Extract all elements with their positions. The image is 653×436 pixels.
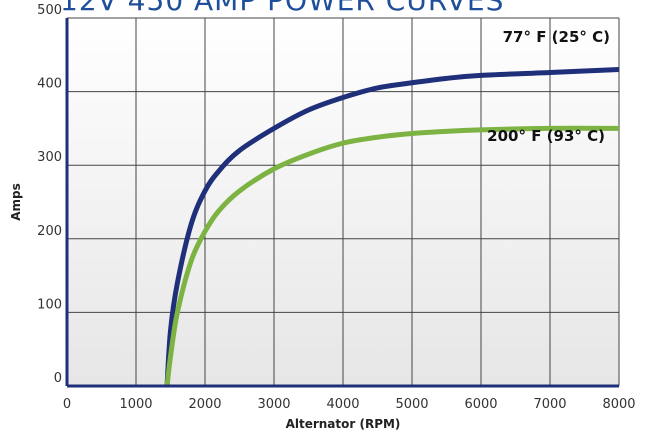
- x-tick-label: 1000: [119, 397, 152, 412]
- series-label-1: 200° F (93° C): [487, 127, 605, 145]
- series-line-1: [164, 125, 619, 386]
- y-axis-title: Amps: [9, 183, 23, 221]
- series-line-0: [164, 67, 619, 386]
- x-tick-label: 0: [63, 397, 71, 412]
- y-tick-label: 500: [37, 3, 62, 18]
- y-tick-label: 300: [37, 150, 62, 165]
- y-tick-label: 200: [37, 224, 62, 239]
- chart-title: 12V 450 AMP POWER CURVES: [60, 0, 504, 17]
- series-label-0: 77° F (25° C): [503, 28, 610, 46]
- y-tick-label: 100: [37, 297, 62, 312]
- y-tick-label: 400: [37, 77, 62, 92]
- x-tick-label: 8000: [602, 397, 635, 412]
- y-tick-label: 0: [54, 371, 62, 386]
- x-tick-label: 2000: [188, 397, 221, 412]
- x-tick-label: 7000: [533, 397, 566, 412]
- x-tick-label: 5000: [395, 397, 428, 412]
- x-tick-label: 4000: [326, 397, 359, 412]
- x-tick-label: 3000: [257, 397, 290, 412]
- x-tick-label: 6000: [464, 397, 497, 412]
- x-axis-title: Alternator (RPM): [286, 417, 401, 431]
